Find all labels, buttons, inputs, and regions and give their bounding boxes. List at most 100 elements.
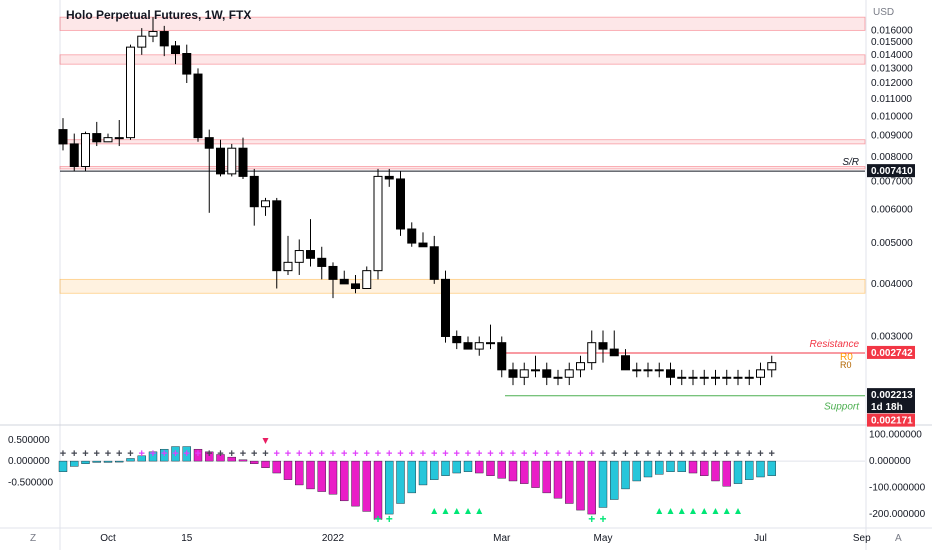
osc-bar: [70, 460, 79, 467]
osc-cross-mark: +: [296, 448, 302, 460]
osc-cross-mark: +: [397, 448, 403, 460]
candle-body: [463, 342, 473, 350]
osc-cross-mark: +: [330, 448, 336, 460]
candle-body: [373, 175, 383, 272]
osc-bar: [418, 460, 428, 486]
signal-cross-green: +: [374, 512, 381, 526]
osc-cross-mark: +: [487, 448, 493, 460]
time-tick-label: Mar: [493, 533, 511, 544]
osc-cross-mark: +: [431, 448, 437, 460]
candle-body: [598, 342, 608, 350]
osc-bar: [92, 460, 101, 463]
price-tag-text: 0.007410: [871, 166, 913, 177]
osc-bar: [272, 460, 281, 474]
osc-bar: [576, 460, 585, 511]
osc-bar: [745, 460, 754, 480]
candle-body: [227, 147, 237, 175]
signal-cross-green: +: [599, 512, 606, 526]
time-tick-label: Sep: [853, 533, 871, 544]
currency-label: USD: [873, 7, 894, 18]
osc-bar: [452, 460, 461, 474]
signal-triangle-down: [262, 438, 269, 444]
osc-cross-mark: +: [195, 448, 201, 460]
hline-label: Resistance: [810, 339, 860, 350]
zone-red: [59, 16, 866, 31]
osc-cross-mark: +: [544, 448, 550, 460]
osc-bar: [655, 460, 664, 475]
candle-body: [137, 35, 147, 48]
osc-bar: [486, 460, 495, 476]
osc-cross-mark: +: [679, 448, 685, 460]
osc-bar: [396, 460, 405, 504]
bottom-right-icon: A: [895, 533, 902, 544]
osc-bar: [508, 460, 518, 482]
candle-body: [699, 376, 709, 379]
hline-label: S/R: [842, 157, 859, 168]
price-tick-label: 0.012000: [871, 78, 913, 89]
osc-cross-mark: +: [611, 448, 617, 460]
osc-bar: [373, 460, 383, 520]
price-tick-label: 0.009000: [871, 131, 913, 142]
candle-body: [294, 250, 304, 263]
price-tag-text: 0.002742: [871, 348, 913, 359]
osc-cross-mark: +: [262, 448, 268, 460]
signal-triangle-up: [723, 508, 730, 514]
signal-triangle-up: [453, 508, 460, 514]
candle-body: [767, 362, 777, 371]
osc-bar: [407, 460, 416, 494]
osc-bar: [700, 460, 709, 476]
candle-body: [384, 175, 394, 180]
candle-body: [418, 242, 428, 248]
osc-bar: [137, 455, 146, 462]
osc-left-tick: -0.500000: [8, 477, 53, 488]
osc-bar: [587, 460, 596, 515]
candle-body: [666, 369, 675, 378]
osc-bar: [497, 460, 506, 479]
candle-body: [474, 342, 484, 350]
candle-body: [452, 335, 462, 344]
osc-bar: [520, 460, 529, 484]
candle-body: [159, 31, 169, 47]
osc-cross-mark: +: [589, 448, 595, 460]
osc-cross-mark: +: [690, 448, 696, 460]
osc-bar: [250, 460, 259, 464]
signal-triangle-up: [735, 508, 741, 514]
osc-bar: [677, 460, 686, 472]
candle-body: [69, 143, 79, 168]
zone-red: [59, 139, 866, 145]
time-tick-label: May: [594, 533, 613, 544]
candle-body: [182, 53, 192, 75]
osc-cross-mark: +: [319, 448, 325, 460]
osc-cross-mark: +: [375, 448, 381, 460]
osc-bar: [58, 460, 68, 472]
osc-bar: [688, 460, 698, 474]
price-tick-label: 0.006000: [871, 205, 913, 216]
candle-body: [429, 246, 439, 280]
osc-cross-mark: +: [161, 448, 167, 460]
osc-bar: [632, 460, 641, 482]
osc-cross-mark: +: [172, 448, 178, 460]
osc-cross-mark: +: [274, 448, 280, 460]
candle-body: [519, 369, 529, 378]
osc-bar: [463, 460, 473, 472]
osc-bar: [722, 460, 731, 487]
candle-body: [193, 73, 203, 139]
price-tag-text: 1d 18h: [871, 402, 903, 413]
osc-cross-mark: +: [622, 448, 628, 460]
osc-bar: [126, 458, 135, 462]
osc-bar: [328, 460, 338, 495]
candle-body: [756, 369, 765, 378]
osc-cross-mark: +: [240, 448, 246, 460]
price-tag: [867, 413, 915, 427]
osc-bar: [756, 460, 765, 478]
candle-body: [542, 369, 552, 378]
osc-right-tick: -100.000000: [869, 483, 926, 494]
osc-cross-mark: +: [206, 448, 212, 460]
osc-bar: [148, 451, 158, 462]
candle-body: [339, 278, 349, 285]
osc-cross-mark: +: [60, 448, 66, 460]
osc-bar: [733, 460, 743, 484]
candle-body: [654, 369, 664, 372]
